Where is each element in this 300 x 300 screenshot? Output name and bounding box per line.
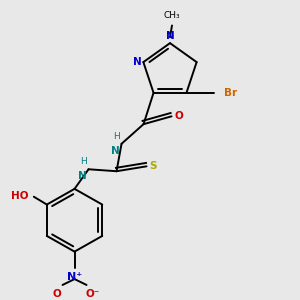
Text: N⁺: N⁺ — [67, 272, 82, 282]
Text: O: O — [52, 289, 61, 299]
Text: CH₃: CH₃ — [164, 11, 180, 20]
Text: O: O — [175, 111, 183, 121]
Text: N: N — [111, 146, 119, 156]
Text: N: N — [78, 171, 86, 181]
Text: N: N — [166, 31, 174, 41]
Text: N: N — [133, 57, 141, 67]
Text: Br: Br — [224, 88, 238, 98]
Text: O⁻: O⁻ — [85, 289, 100, 299]
Text: H: H — [80, 157, 86, 166]
Text: HO: HO — [11, 191, 29, 201]
Text: S: S — [149, 161, 157, 171]
Text: H: H — [113, 132, 119, 141]
